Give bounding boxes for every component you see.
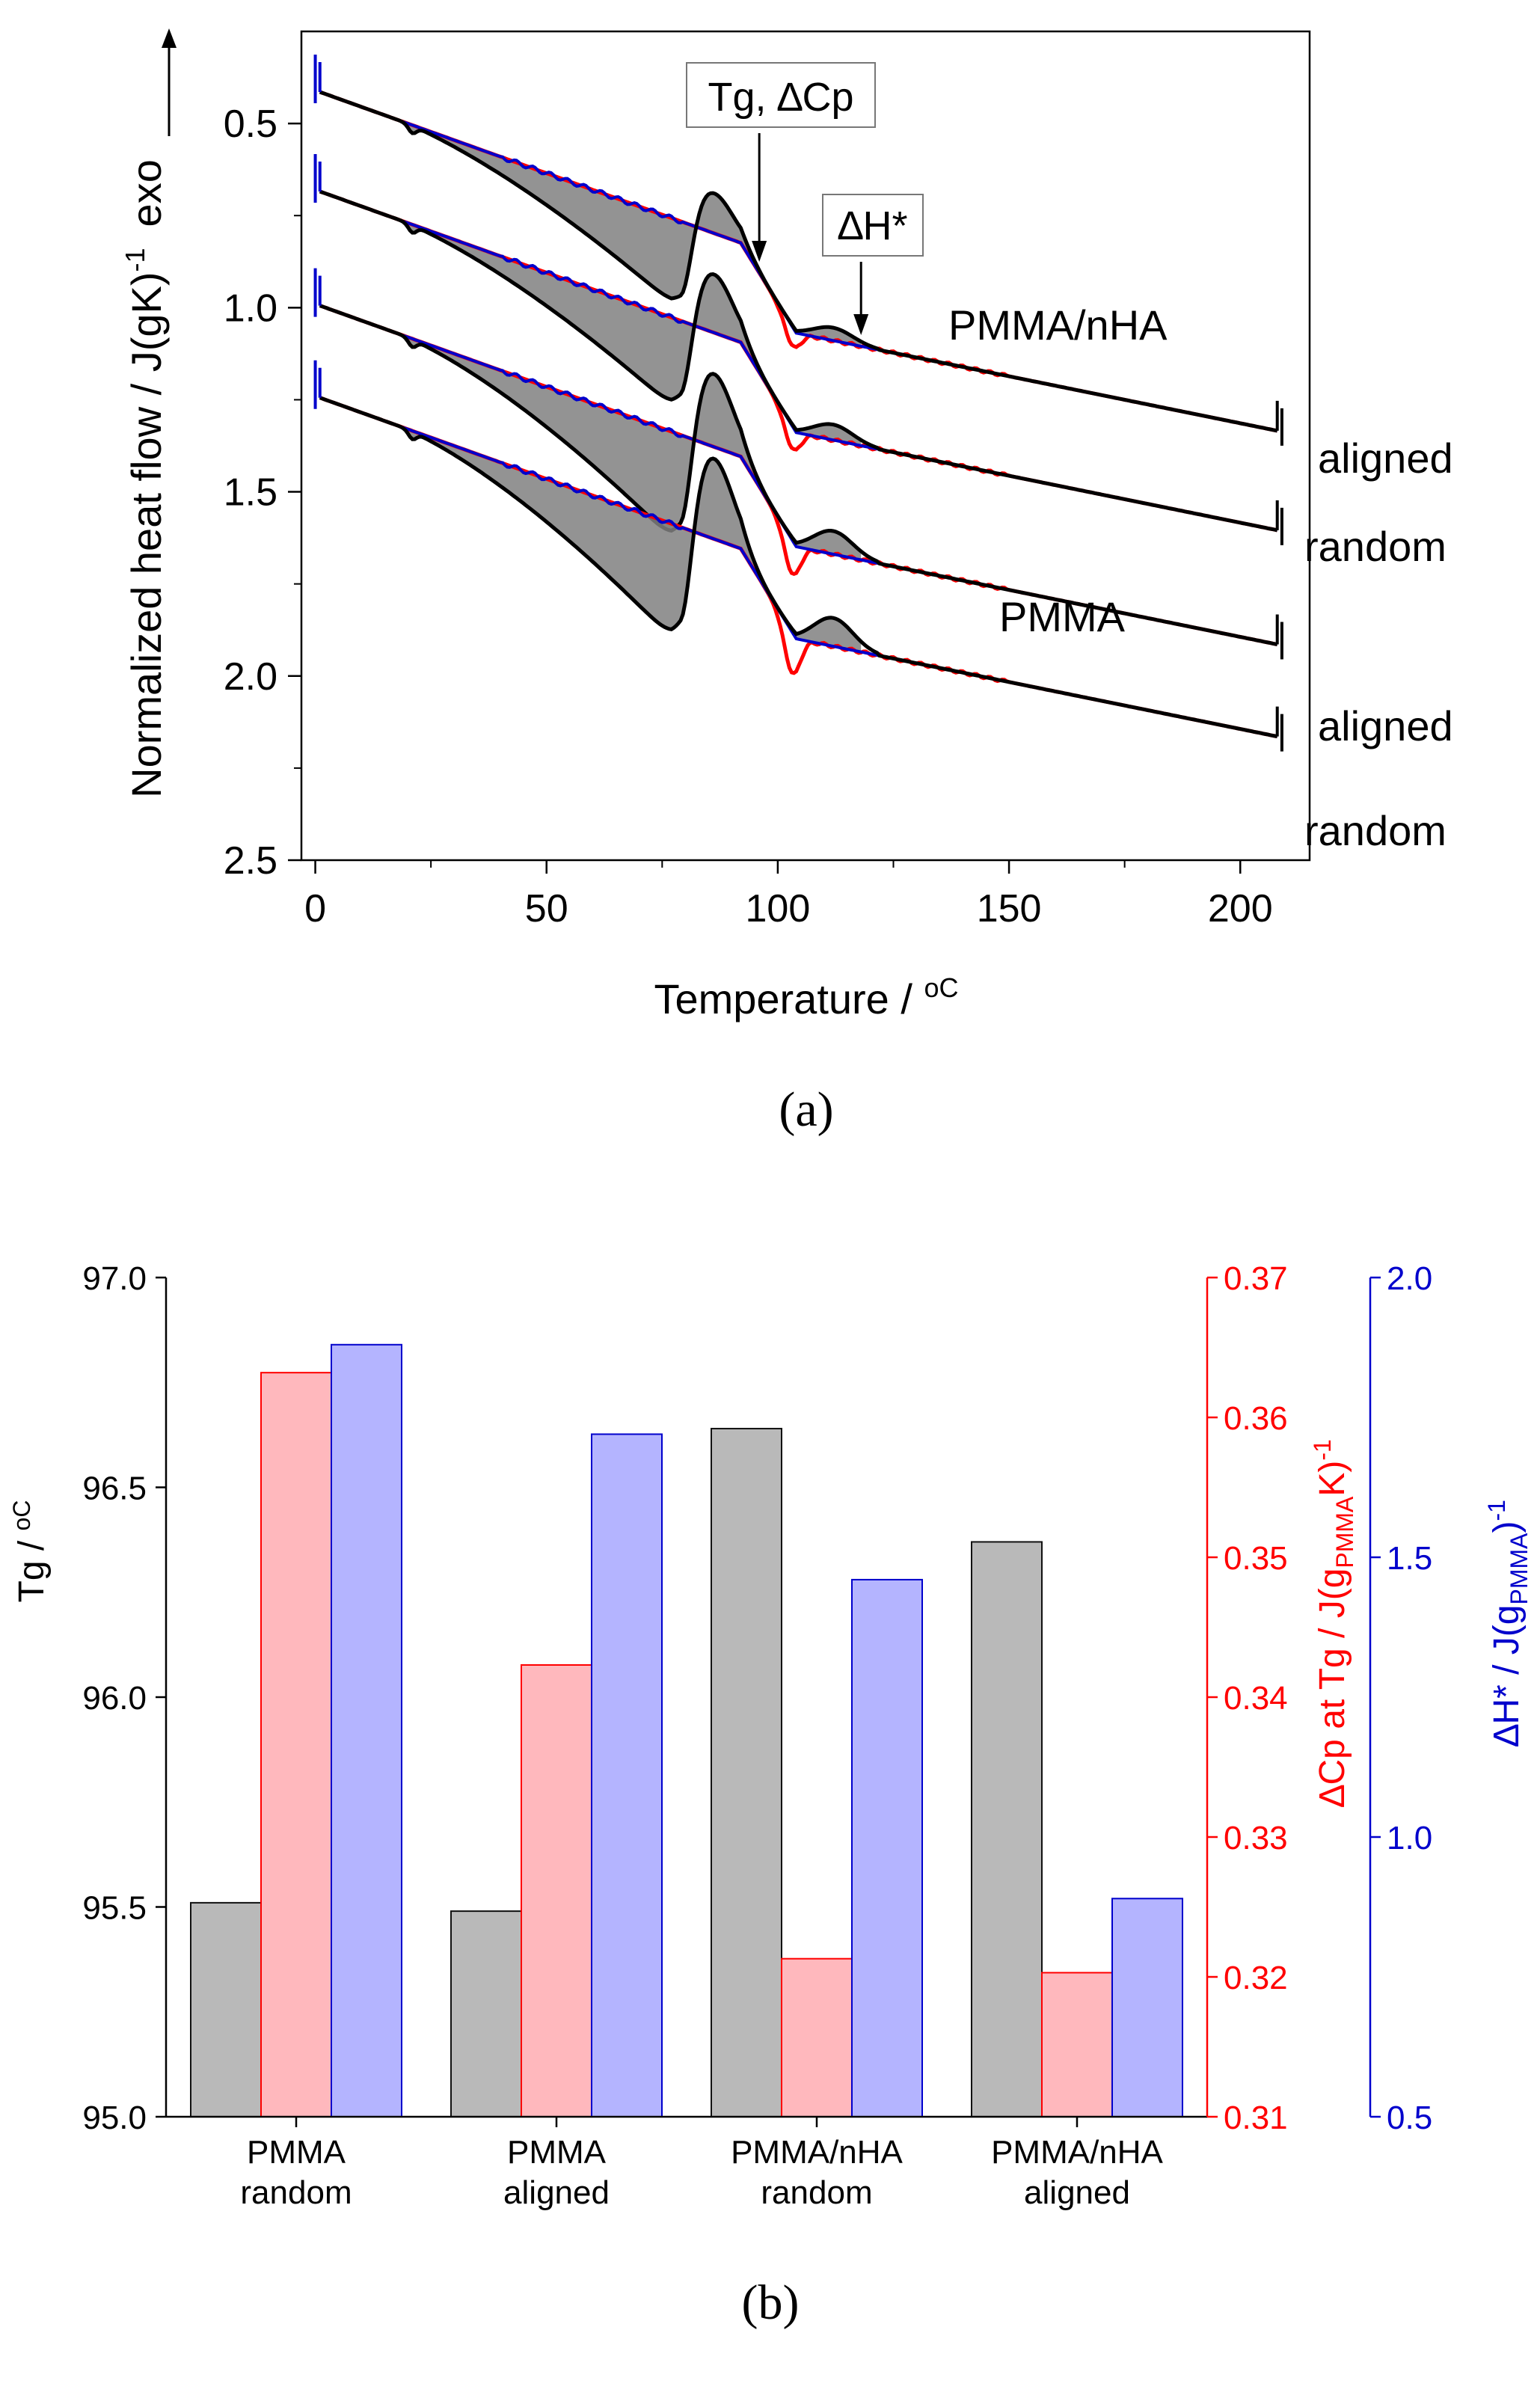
y-tick-label: 2.0 xyxy=(224,655,277,699)
category-label: aligned xyxy=(503,2174,610,2211)
end-spike xyxy=(1275,500,1283,545)
category-label: random xyxy=(240,2174,352,2211)
dh-tick-label: 1.0 xyxy=(1387,1820,1432,1856)
dcp-tick-label: 0.35 xyxy=(1224,1540,1288,1577)
dsc-curves-group xyxy=(313,55,1283,752)
group-label-pmma-nha: PMMA/nHA xyxy=(948,301,1168,349)
panel-b-axes: 95.0 95.5 96.0 96.5 97.0 0.31 0.32 0.33 0.34 0.35… xyxy=(82,1260,1432,2211)
category-label: PMMA/nHA xyxy=(731,2134,903,2171)
dh-tick-label: 1.5 xyxy=(1387,1540,1432,1577)
panel-a-dsc-chart: 0 50 100 150 200 0.5 1.0 1.5 2.0 2.5 Normalized h… xyxy=(120,28,1453,1137)
enthalpy-fill-area xyxy=(398,120,862,346)
bar-tg xyxy=(711,1427,782,2118)
x-tick-label: 0 xyxy=(304,887,326,930)
series-label-nha-random: random xyxy=(1304,523,1447,570)
bar-tg xyxy=(190,1901,262,2118)
dsc-trace-black xyxy=(319,189,1278,533)
enthalpy-fill-area xyxy=(398,334,862,560)
dsc-trace-blue xyxy=(319,304,1278,646)
x-tick-label: 200 xyxy=(1208,887,1273,930)
bar-tg xyxy=(450,1910,522,2118)
start-spike xyxy=(313,360,322,409)
panel-a-letter: (a) xyxy=(779,1082,833,1137)
bar-dcp xyxy=(260,1372,332,2118)
bar-dcp xyxy=(1041,1972,1113,2118)
x-tick-label: 150 xyxy=(977,887,1042,930)
dcp-axis-label: ∆Cp at Tg / J(gPMMAK)-1 xyxy=(1309,1439,1358,1807)
bar-dh xyxy=(1111,1898,1183,2118)
end-spike xyxy=(1275,400,1283,446)
dh-annotation-box xyxy=(822,194,924,257)
dcp-tick-label: 0.31 xyxy=(1224,2100,1288,2136)
x-tick-label: 100 xyxy=(746,887,811,930)
bar-dh xyxy=(331,1343,402,2118)
dh-tick-label: 2.0 xyxy=(1387,1260,1432,1297)
dh-arrow-icon xyxy=(853,262,869,335)
tg-dcp-annotation-box xyxy=(686,62,876,128)
tg-axis-label: Tg / oC xyxy=(8,1500,52,1603)
panel-b-bar-chart: 95.0 95.5 96.0 96.5 97.0 0.31 0.32 0.33 0.34 0.35… xyxy=(8,1260,1533,2330)
panel-a-axes: 0 50 100 150 200 0.5 1.0 1.5 2.0 2.5 xyxy=(224,102,1273,930)
tg-tick-label: 96.0 xyxy=(82,1680,147,1717)
dh-tick-label: 0.5 xyxy=(1387,2100,1432,2136)
exo-arrow-icon xyxy=(162,28,177,136)
y-tick-label: 1.5 xyxy=(224,471,277,515)
category-label: PMMA xyxy=(247,2134,346,2171)
end-spike xyxy=(1275,614,1283,660)
dh-axis-label: ∆H* / J(gPMMA)-1 xyxy=(1483,1500,1533,1747)
tg-tick-label: 95.5 xyxy=(82,1890,147,1927)
bar-dh xyxy=(851,1578,923,2118)
panel-a-x-axis-label: Temperature / oC xyxy=(654,972,958,1022)
dcp-tick-label: 0.36 xyxy=(1224,1400,1288,1437)
y-tick-label: 0.5 xyxy=(224,102,277,146)
bar-dcp xyxy=(781,1957,853,2118)
enthalpy-fill-area xyxy=(398,219,862,446)
series-label-pmma-random: random xyxy=(1304,807,1447,854)
dsc-series-2 xyxy=(313,268,1283,660)
dsc-trace-black xyxy=(319,90,1278,433)
start-spike xyxy=(313,153,322,203)
dcp-tick-label: 0.32 xyxy=(1224,1960,1288,1996)
panel-a-y-axis-label: Normalized heat flow / J(gK)-1exo xyxy=(120,159,170,798)
dsc-trace-black xyxy=(319,396,1278,739)
group-label-pmma: PMMA xyxy=(999,593,1126,640)
dcp-tick-label: 0.34 xyxy=(1224,1680,1288,1717)
dsc-trace-blue xyxy=(319,91,1278,432)
tg-arrow-icon xyxy=(752,133,767,262)
bar-dcp xyxy=(521,1663,592,2118)
series-label-pmma-aligned: aligned xyxy=(1318,702,1453,749)
dcp-tick-label: 0.37 xyxy=(1224,1260,1288,1297)
category-label: aligned xyxy=(1024,2174,1130,2211)
category-label: PMMA/nHA xyxy=(991,2134,1163,2171)
dsc-trace-black xyxy=(319,304,1278,646)
bar-dh xyxy=(591,1433,663,2118)
series-label-nha-aligned: aligned xyxy=(1318,435,1453,482)
bars-group xyxy=(190,1343,1183,2118)
start-spike xyxy=(313,268,322,317)
dcp-tick-label: 0.33 xyxy=(1224,1820,1288,1856)
dsc-series-3 xyxy=(313,360,1283,752)
tg-tick-label: 97.0 xyxy=(82,1260,147,1297)
y-tick-label: 1.0 xyxy=(224,286,277,330)
category-label: random xyxy=(761,2174,872,2211)
y-tick-label: 2.5 xyxy=(224,839,277,883)
panel-a-plot-frame xyxy=(300,30,1311,862)
tg-tick-label: 96.5 xyxy=(82,1471,147,1507)
dh-annotation: ∆H* xyxy=(838,203,907,248)
x-tick-label: 50 xyxy=(525,887,568,930)
bar-tg xyxy=(971,1541,1043,2118)
enthalpy-fill-area xyxy=(398,426,862,652)
start-spike xyxy=(313,55,322,104)
panel-b-letter: (b) xyxy=(742,2275,800,2330)
category-label: PMMA xyxy=(507,2134,607,2171)
dsc-series-0 xyxy=(313,55,1283,446)
tg-dcp-annotation: Tg, ∆Cp xyxy=(708,75,853,120)
tg-tick-label: 95.0 xyxy=(82,2100,147,2136)
end-spike xyxy=(1275,706,1283,752)
dsc-series-1 xyxy=(313,153,1283,545)
